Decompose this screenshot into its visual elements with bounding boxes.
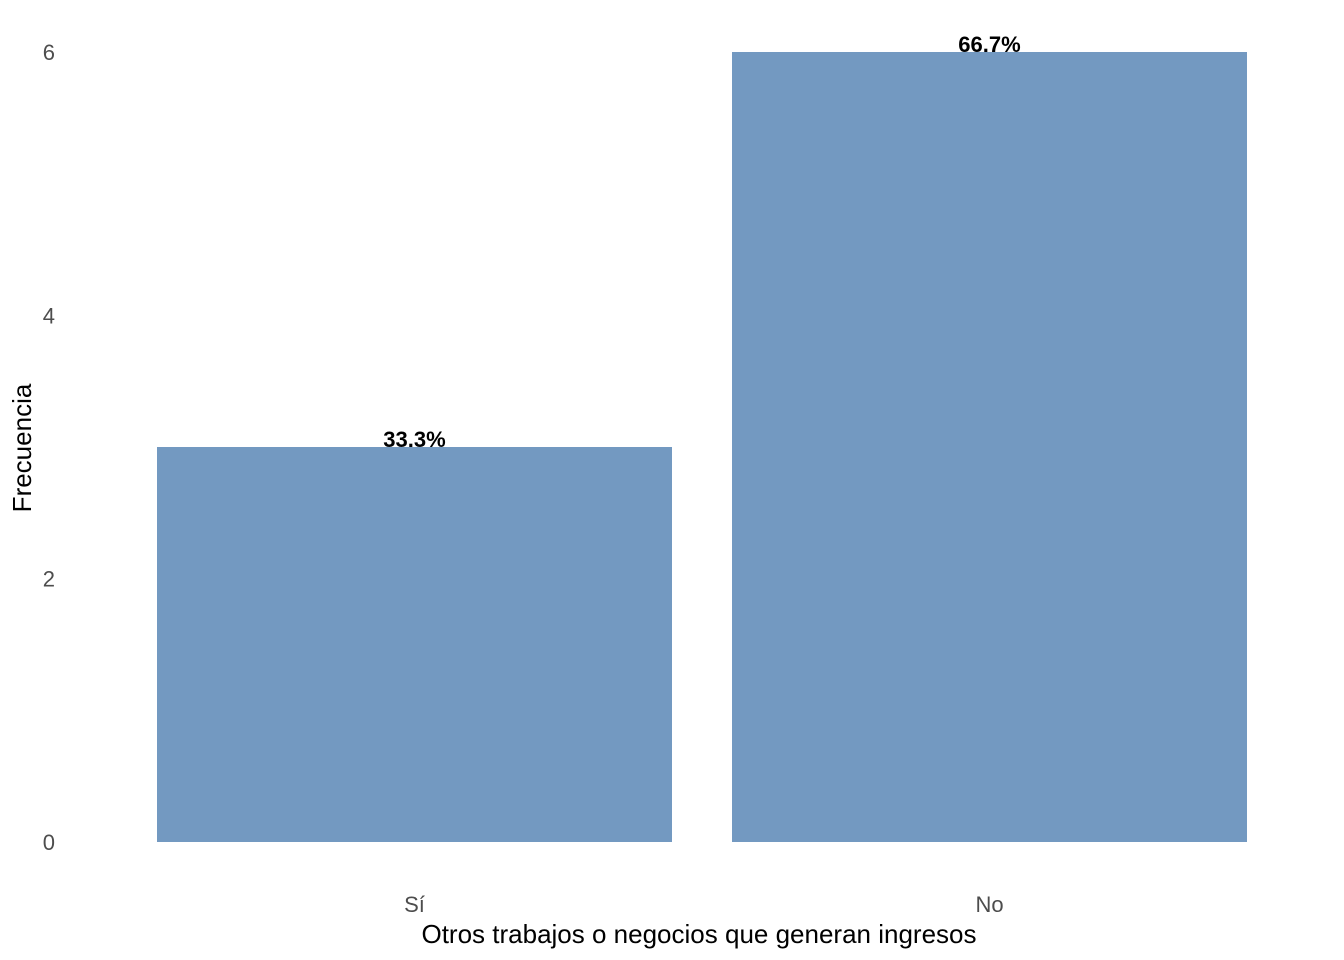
data-label-1: 66.7% [958,32,1020,57]
x-tick-label-1: No [975,892,1003,917]
y-tick-label-1: 2 [43,567,55,592]
y-tick-label-3: 6 [43,40,55,65]
bar-0 [157,447,672,842]
y-tick-label-2: 4 [43,303,55,328]
x-tick-label-0: Sí [404,892,425,917]
y-axis-title: Frecuencia [7,383,37,512]
x-axis-title: Otros trabajos o negocios que generan in… [421,919,976,949]
y-axis-ticks: 0 2 4 6 [43,40,55,855]
bar-1 [732,52,1247,842]
y-tick-label-0: 0 [43,830,55,855]
bars-layer [157,52,1247,842]
data-label-0: 33.3% [383,427,445,452]
data-labels-layer: 33.3% 66.7% [383,32,1020,452]
x-axis-ticks: Sí No [404,892,1003,917]
